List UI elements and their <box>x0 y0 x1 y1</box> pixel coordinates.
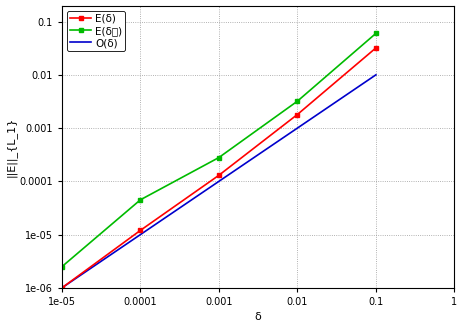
O(δ) <box>373 73 379 77</box>
E(δ) <box>373 46 379 50</box>
O(δ) <box>138 233 143 236</box>
Line: E(δ): E(δ) <box>60 46 378 290</box>
E(δᵬ) <box>294 99 300 103</box>
Legend: E(δ), E(δᵬ), O(δ): E(δ), E(δᵬ), O(δ) <box>67 11 125 51</box>
E(δᵬ) <box>59 265 65 269</box>
E(δᵬ) <box>373 31 379 35</box>
E(δ) <box>59 286 65 290</box>
E(δ) <box>294 113 300 116</box>
E(δ) <box>138 228 143 232</box>
O(δ) <box>59 286 65 290</box>
Line: E(δᵬ): E(δᵬ) <box>60 31 378 269</box>
X-axis label: δ: δ <box>255 313 262 322</box>
E(δᵬ) <box>216 155 222 159</box>
E(δᵬ) <box>138 198 143 202</box>
Line: O(δ): O(δ) <box>62 75 376 288</box>
O(δ) <box>216 179 222 183</box>
Y-axis label: ||E||_{L_1}: ||E||_{L_1} <box>6 116 17 177</box>
E(δ) <box>216 173 222 177</box>
O(δ) <box>294 126 300 130</box>
